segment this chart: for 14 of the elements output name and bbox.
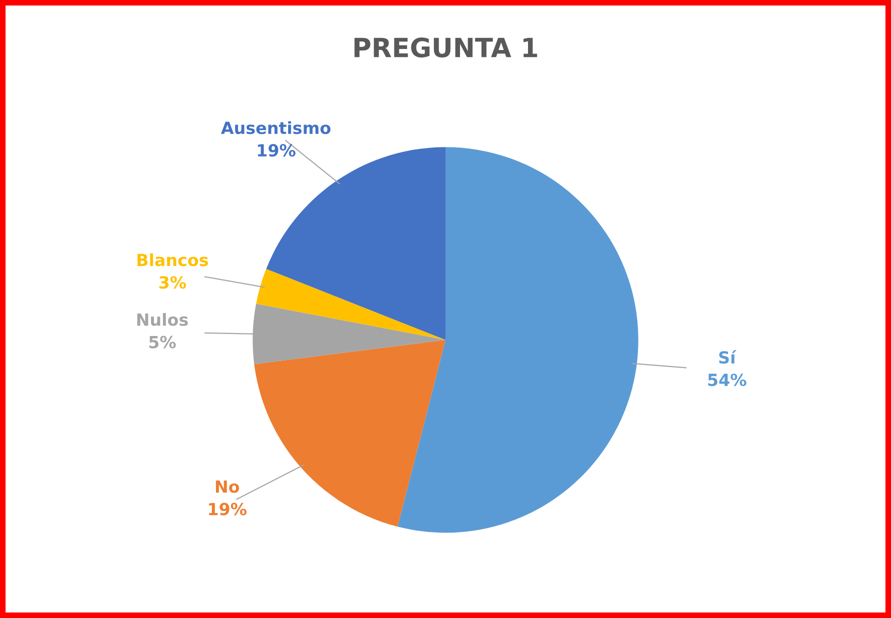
data-label: 19% [258, 144, 296, 157]
slice-label: Blancos [138, 253, 208, 266]
slice-label: Ausentismo [221, 121, 330, 134]
pie-slice [256, 268, 446, 340]
data-label: 3% [159, 276, 186, 289]
pie-slice [398, 147, 638, 533]
slice-label: No [216, 480, 240, 493]
data-label: 5% [149, 336, 176, 348]
slice-label: Sí [719, 350, 736, 364]
chart-title: PREGUNTA 1 [354, 38, 538, 58]
data-label: 19% [209, 502, 247, 516]
pie-slice [254, 340, 446, 527]
slice-label: Nulos [137, 313, 188, 326]
data-label: 54% [708, 374, 746, 386]
